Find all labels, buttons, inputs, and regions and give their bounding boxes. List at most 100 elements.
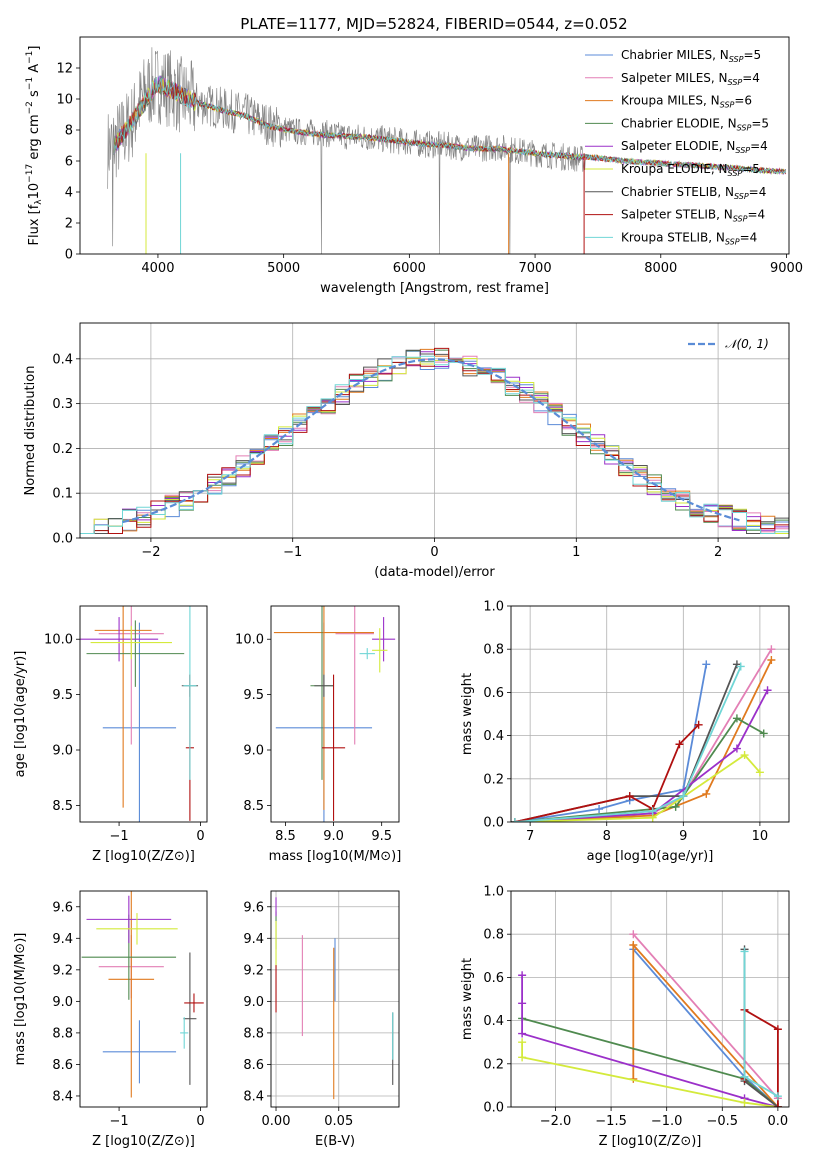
legend-label-text: Chabrier MILES, N [621,48,729,62]
x-tick-label: −1 [109,1114,128,1129]
x-tick-label: −1.5 [595,1114,627,1129]
errorbar-point [86,895,172,944]
model-spectrum [113,77,787,175]
y-axis-label: Normed distribution [23,366,38,496]
legend-label-sub: SSP [728,169,743,178]
axes-frame [79,890,208,1108]
x-axis-label: age [log10(age/yr)] [587,849,714,864]
y-tick-label: 8.4 [243,1089,264,1104]
legend-label-sub: SSP [725,237,740,246]
mass-weight-marker [629,941,638,949]
mass-weight-marker [694,720,703,729]
y-axis-label: mass weight [460,958,475,1040]
y-tick-label: 0.0 [52,532,73,547]
legend-label-text: Chabrier ELODIE, N [621,116,737,130]
axes-frame [79,36,790,255]
y-tick-label: 12 [56,62,73,77]
y-tick-label: 9.0 [243,995,264,1010]
y-tick-label: 9.0 [52,995,73,1010]
normal-legend-label: 𝒩(0, 1) [725,337,769,351]
legend-label-text: Kroupa MILES, N [621,94,720,108]
y-axis-label-part: erg cm [27,114,42,163]
x-axis-label: Z [log10(Z/Z⊙)] [92,849,195,864]
legend-label: Salpeter ELODIE, NSSP=4 [621,139,768,155]
legend-label: Chabrier MILES, NSSP=5 [621,48,761,64]
massweight_vs_age-plot-area [511,645,776,822]
legend-label-tail: =5 [743,48,761,62]
y-axis-label: age [log10(age/yr)] [13,651,28,778]
legend-label: Salpeter MILES, NSSP=4 [621,71,760,87]
mass-weight-marker [518,999,527,1008]
x-tick-label: 0.00 [262,1114,291,1129]
x-tick-label: 8000 [644,261,677,276]
errorbar-point [183,952,197,1085]
x-tick-label: −1 [109,829,128,844]
legend-label-tail: =5 [751,116,769,130]
legend-label-sub: SSP [729,55,744,64]
y-tick-label: 0.2 [52,442,73,457]
massweight_vs_Z-panel: −2.0 −1.5 −1.0 −0.5 0.0 0.0 0.2 0.4 0.6 0.8 1.0 Z [… [460,885,790,1149]
mass-weight-marker [702,660,711,669]
x-tick-label: 5000 [267,261,300,276]
mass-weight-marker [767,656,776,664]
residuals-plot-area [80,347,789,538]
age_vs_mass-plot-area [273,606,396,822]
massweight_vs_age-panel: 7 8 9 10 0.0 0.2 0.4 0.6 0.8 1.0 age [log10(age/yr… [460,600,790,864]
y-tick-label: 9.0 [243,744,264,759]
y-tick-label: 1.0 [483,885,504,900]
y-tick-label: 9.5 [52,688,73,703]
normal-curve [122,358,740,524]
mass_vs_ebv-panel: 0.00 0.05 8.4 8.6 8.8 9.0 9.2 9.4 9.6 E(B-V) [243,890,400,1149]
spectrum-panel: 4000 5000 6000 7000 8000 9000 0 2 4 6 8 10 12 wavelen… [25,36,803,296]
mass-weight-marker [732,744,741,753]
errorbar-point [102,1020,177,1084]
legend-label-text: Kroupa ELODIE, N [621,162,728,176]
y-axis-label: mass weight [460,673,475,755]
mass-weight-marker [755,768,764,777]
y-tick-label: 8.5 [243,799,264,814]
mass-weight-marker [679,792,688,801]
axes-frame [510,605,790,823]
legend-label: Kroupa STELIB, NSSP=4 [621,230,757,246]
y-tick-label: 0.2 [483,772,504,787]
x-tick-label: 9.0 [323,829,344,844]
errorbar-point [90,625,172,660]
errorbar-point [322,674,346,821]
mass-weight-marker [773,1025,782,1034]
mass-weight-marker [740,751,749,760]
mass-weight-marker [671,802,680,811]
mass-weight-marker [740,947,749,956]
observed-spectrum [107,47,586,254]
y-tick-label: 6 [65,155,73,170]
y-tick-label: 0 [65,248,73,263]
x-tick-label: 0.0 [768,1114,789,1129]
y-tick-label: 8 [65,124,73,139]
mass-weight-marker [740,1098,749,1107]
x-axis-label: Z [log10(Z/Z⊙)] [92,1134,195,1149]
mass-weight-line [514,663,738,822]
errorbar-point [80,617,159,662]
age_vs_Z-plot-area [80,606,199,822]
mass-weight-marker [518,1053,527,1062]
y-tick-label: 8.5 [52,799,73,814]
y-tick-label: 4 [65,186,73,201]
y-tick-label: 0.0 [483,1101,504,1116]
y-tick-label: 9.5 [243,688,264,703]
figure-title: PLATE=1177, MJD=52824, FIBERID=0544, z=0… [240,15,627,33]
x-tick-label: 9 [679,829,687,844]
errorbar-point [94,606,152,808]
x-axis-label: wavelength [Angstrom, rest frame] [320,281,549,296]
axes-frame [510,890,790,1108]
y-tick-label: 0.2 [483,1057,504,1072]
y-tick-label: 0.3 [52,397,73,412]
age_vs_mass-panel: 8.5 9.0 9.5 8.5 9.0 9.5 10.0 mass [log10(M/M⊙)] [235,605,401,864]
y-tick-label: 10.0 [235,633,264,648]
errorbar-point [372,628,388,673]
y-tick-label: 9.2 [243,963,264,978]
legend-label-sub: SSP [737,123,752,132]
legend-label-sub: SSP [728,78,743,87]
y-axis-label: Flux [fλ10−17 erg cm−2 s−1 A−1] [25,46,44,246]
y-axis-label-part: 10 [27,183,42,200]
y-tick-label: 0.4 [483,729,504,744]
